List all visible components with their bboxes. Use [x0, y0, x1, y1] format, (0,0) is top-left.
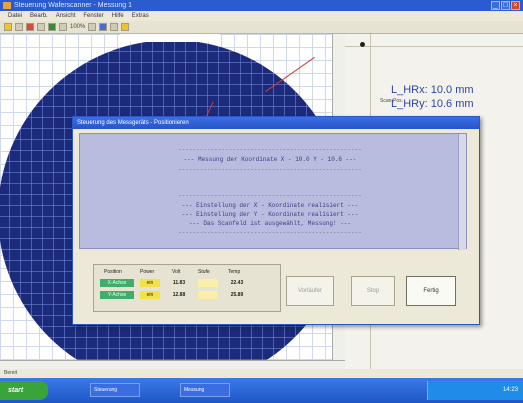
- log-line: --- Einstellung der Y - Koordinate reali…: [181, 211, 359, 218]
- y-power-status: ein: [140, 291, 160, 299]
- x-volt-value: 11.83: [172, 280, 186, 286]
- x-temp-value: 22.43: [230, 280, 244, 286]
- status-header: Position: [104, 269, 122, 275]
- zoom-out-icon[interactable]: [99, 23, 108, 31]
- clock[interactable]: 14:23: [502, 387, 518, 393]
- window-title: Steuerung Waferscanner - Messung 1: [14, 2, 133, 9]
- log-scrollbar[interactable]: [458, 134, 466, 250]
- menu-item[interactable]: Ansicht: [55, 13, 76, 19]
- window-titlebar: Steuerung Waferscanner - Messung 1 _ □ ×: [0, 0, 523, 11]
- menu-item[interactable]: Datei: [8, 13, 23, 19]
- axis-status-panel: Position Power Volt Stufe Temp X-Achse e…: [93, 264, 281, 312]
- menu-bar: Datei Bearb. Ansicht Fenster Hilfe Extra…: [0, 11, 523, 21]
- log-line: ----------------------------------------…: [178, 192, 362, 199]
- position-marker-icon: [360, 42, 365, 47]
- status-header: Stufe: [198, 269, 210, 275]
- arrow-icon[interactable]: [59, 23, 67, 31]
- menu-item[interactable]: Hilfe: [111, 13, 124, 19]
- x-power-status: ein: [140, 279, 160, 287]
- log-line: --- Einstellung der X - Koordinate reali…: [181, 202, 359, 209]
- print-icon[interactable]: [37, 23, 45, 31]
- x-axis-status: X-Achse: [100, 279, 134, 287]
- start-button[interactable]: Vorläufer: [286, 276, 334, 306]
- coordinate-x-readout: L_HRx: 10.0 mm: [391, 84, 474, 96]
- coordinate-y-readout: L_HRy: 10.6 mm: [391, 98, 474, 110]
- menu-item[interactable]: Extras: [131, 13, 149, 19]
- stop-icon[interactable]: [26, 23, 34, 31]
- open-icon[interactable]: [4, 23, 12, 31]
- help-icon[interactable]: [121, 23, 130, 31]
- window-controls: _ □ ×: [491, 1, 520, 10]
- scan-pos-label: Scan-Pos.: [380, 98, 404, 104]
- y-volt-value: 12.88: [172, 292, 186, 298]
- toolbar: 100%: [0, 21, 523, 34]
- panel-divider: [345, 46, 523, 47]
- status-bar: Bereit: [0, 369, 523, 378]
- finish-button[interactable]: Fertig: [406, 276, 456, 306]
- zoom-in-icon[interactable]: [88, 23, 97, 31]
- log-line: --- Das Scanfeld ist ausgewählt, Messung…: [188, 220, 352, 227]
- y-stage-indicator: [198, 291, 218, 299]
- menu-item[interactable]: Fenster: [83, 13, 104, 19]
- menu-item[interactable]: Bearb.: [30, 13, 48, 19]
- measurement-dialog: Steuerung des Messgeräts - Positionieren…: [72, 116, 480, 325]
- taskbar-item[interactable]: Steuerung: [90, 383, 140, 397]
- app-icon: [3, 2, 11, 9]
- y-axis-status: Y-Achse: [100, 291, 134, 299]
- zoom-level[interactable]: 100%: [70, 24, 86, 30]
- status-header: Volt: [172, 269, 181, 275]
- taskbar: start Steuerung Messung 14:23: [0, 378, 523, 403]
- maximize-button[interactable]: □: [501, 1, 510, 10]
- stop-button[interactable]: Stop: [351, 276, 395, 306]
- horizontal-ruler: [0, 360, 345, 369]
- log-line: ----------------------------------------…: [178, 229, 362, 236]
- dialog-title: Steuerung des Messgeräts - Positionieren: [73, 117, 479, 129]
- status-header: Temp: [228, 269, 241, 275]
- taskbar-item[interactable]: Messung: [180, 383, 230, 397]
- start-button[interactable]: start: [0, 381, 48, 400]
- message-log[interactable]: ----------------------------------------…: [79, 133, 467, 250]
- save-icon[interactable]: [15, 23, 23, 31]
- grid-icon[interactable]: [110, 23, 119, 31]
- status-header: Power: [140, 269, 155, 275]
- log-line: ----------------------------------------…: [178, 146, 362, 153]
- system-tray: 14:23: [427, 381, 523, 400]
- log-line: --- Messung der Koordinate X - 10.0 Y - …: [183, 156, 357, 163]
- y-temp-value: 25.89: [230, 292, 244, 298]
- play-icon[interactable]: [48, 23, 56, 31]
- x-stage-indicator: [198, 279, 218, 287]
- minimize-button[interactable]: _: [491, 1, 500, 10]
- close-button[interactable]: ×: [511, 1, 520, 10]
- log-line: ----------------------------------------…: [178, 166, 362, 173]
- wafer-flat: [120, 34, 220, 42]
